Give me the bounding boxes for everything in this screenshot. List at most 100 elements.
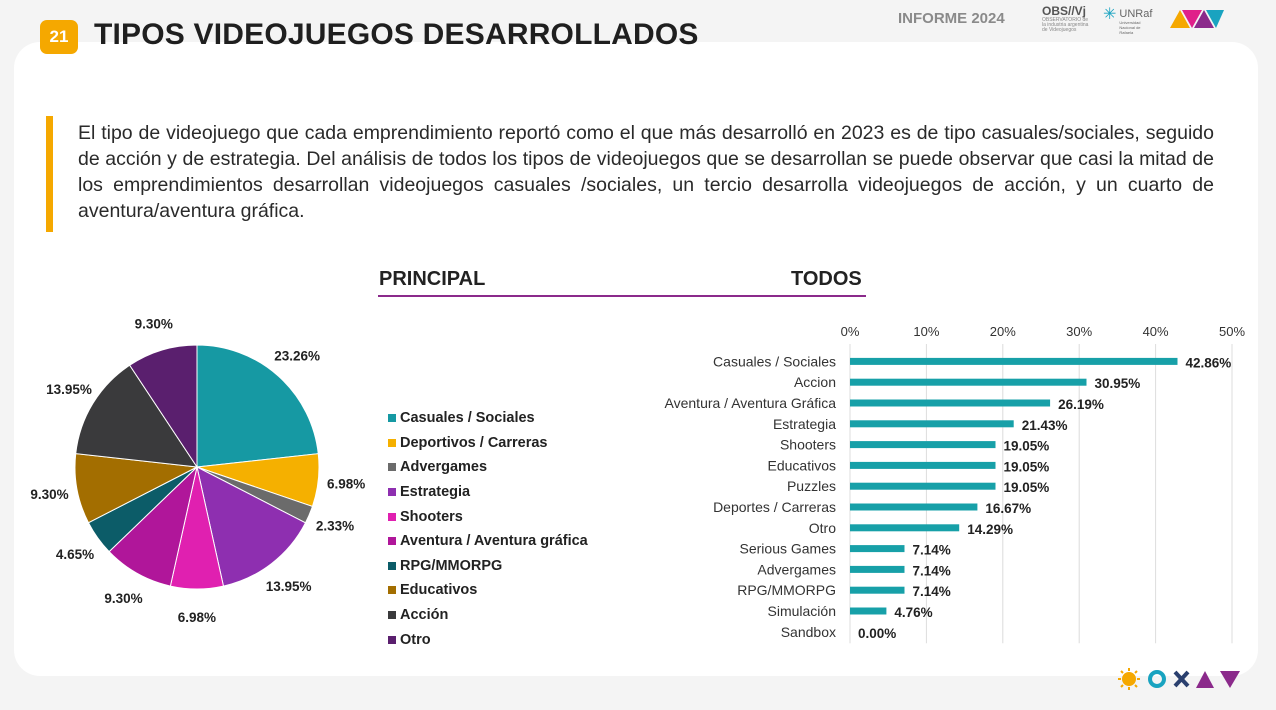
pie-data-label: 9.30% xyxy=(135,316,173,331)
report-brand: INFORME 2024 xyxy=(898,10,1005,27)
legend-item: Aventura / Aventura gráfica xyxy=(388,529,588,554)
legend-item: Advergames xyxy=(388,455,588,480)
legend-swatch xyxy=(388,463,396,472)
legend-swatch xyxy=(388,561,396,570)
x-tick-label: 10% xyxy=(913,324,939,339)
bar xyxy=(850,399,1051,407)
legend-swatch xyxy=(388,586,396,595)
legend-item: Estrategia xyxy=(388,480,588,505)
sun-icon xyxy=(1122,672,1136,686)
pie-data-label: 4.65% xyxy=(56,547,94,562)
bar xyxy=(850,586,905,594)
section-principal: PRINCIPAL xyxy=(379,268,486,290)
bar-value-label: 0.00% xyxy=(858,626,896,641)
bar xyxy=(850,545,905,553)
pie-data-label: 23.26% xyxy=(274,348,320,363)
obs-logo-text: OBS//Vj xyxy=(1042,4,1087,18)
category-label: Otro xyxy=(809,520,836,536)
legend-label: Casuales / Sociales xyxy=(400,410,535,427)
category-label: Sandbox xyxy=(781,624,836,640)
bar xyxy=(850,357,1178,365)
legend-item: Deportivos / Carreras xyxy=(388,431,588,456)
legend-swatch xyxy=(388,611,396,620)
pie-data-label: 9.30% xyxy=(30,487,68,502)
unraf-logo-text: UNRaf xyxy=(1119,8,1153,20)
bar-value-label: 26.19% xyxy=(1058,397,1104,412)
x-tick-label: 0% xyxy=(841,324,860,339)
bar-value-label: 19.05% xyxy=(1004,459,1050,474)
category-label: Accion xyxy=(794,374,836,390)
circle-icon xyxy=(1148,670,1166,688)
x-tick-label: 20% xyxy=(990,324,1016,339)
legend-label: Educativos xyxy=(400,582,478,599)
category-label: Deportes / Carreras xyxy=(713,499,836,515)
obs-logo: OBS//Vj OBSERVATORIO de la industria arg… xyxy=(1042,5,1090,33)
pie-slice xyxy=(196,466,307,587)
pie-data-label: 9.30% xyxy=(104,591,142,606)
triangles-logo xyxy=(1170,10,1224,28)
category-label: Serious Games xyxy=(740,541,836,557)
unraf-logo-subtitle: Universidad Nacional de Rafaela xyxy=(1119,20,1141,35)
bar-value-label: 7.14% xyxy=(913,543,951,558)
bar-value-label: 19.05% xyxy=(1004,480,1050,495)
category-label: RPG/MMORPG xyxy=(737,582,836,598)
bar xyxy=(850,503,978,511)
category-label: Advergames xyxy=(757,561,836,577)
legend-label: Aventura / Aventura gráfica xyxy=(400,533,588,550)
bar xyxy=(850,524,960,532)
page-number-badge: 21 xyxy=(40,20,78,54)
legend-item: RPG/MMORPG xyxy=(388,554,588,579)
pie-data-label: 13.95% xyxy=(266,579,312,594)
pie-slice xyxy=(129,344,198,469)
legend-label: Acción xyxy=(400,607,449,624)
sun-rays xyxy=(1118,668,1140,690)
legend-swatch xyxy=(388,635,396,644)
unraf-logo: ✳ UNRaf Universidad Nacional de Rafaela xyxy=(1103,6,1153,36)
pie-data-label: 6.98% xyxy=(178,610,216,625)
bar xyxy=(850,565,905,573)
section-todos: TODOS xyxy=(791,268,862,290)
x-tick-label: 30% xyxy=(1066,324,1092,339)
triangle-up-icon xyxy=(1196,671,1214,688)
legend-item: Casuales / Sociales xyxy=(388,406,588,431)
pie-legend: Casuales / Sociales Deportivos / Carreras… xyxy=(388,406,588,652)
pie-chart: 23.26% 6.98% 2.33% 13.95% 6.98% 9.30% 4.65% 9.3… xyxy=(30,316,365,625)
bar-value-label: 21.43% xyxy=(1022,418,1068,433)
bar-value-label: 14.29% xyxy=(967,522,1013,537)
x-tick-label: 50% xyxy=(1219,324,1245,339)
category-label: Educativos xyxy=(768,457,836,473)
legend-swatch xyxy=(388,537,396,546)
decorative-shapes xyxy=(1118,668,1240,690)
category-label: Casuales / Sociales xyxy=(713,353,836,369)
bar xyxy=(850,420,1014,428)
sun-icon: ✳ xyxy=(1103,6,1117,23)
bar-value-label: 16.67% xyxy=(985,501,1031,516)
legend-swatch xyxy=(388,488,396,497)
bar-value-label: 4.76% xyxy=(894,605,932,620)
legend-item: Acción xyxy=(388,603,588,628)
category-label: Aventura / Aventura Gráfica xyxy=(665,395,837,411)
section-underline xyxy=(378,295,866,297)
category-label: Shooters xyxy=(780,437,836,453)
pie-slice xyxy=(75,364,199,468)
legend-swatch xyxy=(388,438,396,447)
legend-label: Estrategia xyxy=(400,484,471,501)
legend-item: Otro xyxy=(388,627,588,652)
bar xyxy=(850,461,996,469)
page-title: TIPOS VIDEOJUEGOS DESARROLLADOS xyxy=(94,18,699,51)
x-tick-label: 40% xyxy=(1143,324,1169,339)
bar-value-label: 7.14% xyxy=(913,563,951,578)
legend-label: Advergames xyxy=(400,459,488,476)
pie-slice xyxy=(196,344,319,468)
legend-item: Educativos xyxy=(388,578,588,603)
bar xyxy=(850,607,887,615)
legend-label: Shooters xyxy=(400,508,463,525)
cross-icon xyxy=(1173,670,1190,688)
pie-data-label: 13.95% xyxy=(46,382,92,397)
legend-label: Otro xyxy=(400,631,431,648)
obs-logo-subtitle: OBSERVATORIO de la industria argentina d… xyxy=(1042,17,1089,33)
category-label: Puzzles xyxy=(787,478,836,494)
bar-value-label: 19.05% xyxy=(1004,439,1050,454)
legend-label: Deportivos / Carreras xyxy=(400,434,548,451)
bar-chart: 0% 10% 20% 30% 40% 50% Casuales / Sociales 42.8… xyxy=(665,324,1245,644)
